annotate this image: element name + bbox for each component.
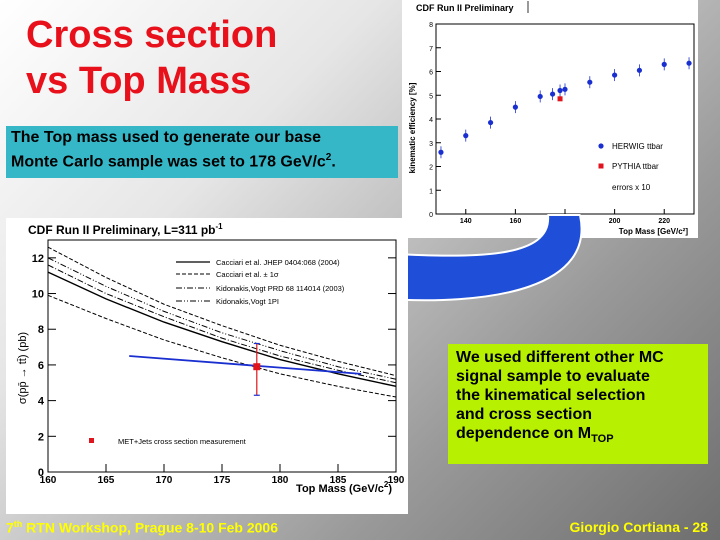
- efficiency-y-tick-label: 8: [429, 22, 433, 29]
- conclusion-box: We used different other MC signal sample…: [448, 344, 708, 464]
- conclusion-line3: the kinematical selection: [456, 387, 646, 404]
- legend-herwig-marker: [598, 143, 604, 149]
- footer-left-text: RTN Workshop, Prague 8-10 Feb 2006: [22, 519, 279, 536]
- efficiency-herwig-point: [612, 72, 618, 78]
- legend-marker-measurement: [89, 438, 94, 443]
- cross-section-curve-3: [47, 264, 397, 384]
- cross-section-y-tick-label: 12: [32, 253, 44, 265]
- slide-title-line2: vs Top Mass: [26, 60, 252, 102]
- cross-section-chart: CDF Run II Preliminary, L=311 pb-1 0 2 4 6 8…: [6, 218, 408, 514]
- cross-section-x-tick-label: 170: [156, 475, 173, 486]
- efficiency-herwig-point: [537, 93, 543, 100]
- cross-section-y-tick-label: 8: [38, 324, 44, 336]
- legend-label-kidonakis-1pi: Kidonakis,Vogt 1PI: [216, 297, 279, 306]
- cross-section-y-tick-label: 10: [32, 289, 44, 301]
- footer-right: Giorgio Cortiana - 28: [569, 519, 708, 535]
- cross-section-x-tick-label: 190: [388, 475, 405, 486]
- cross-section-chart-background: [6, 218, 408, 514]
- efficiency-herwig-point: [587, 79, 593, 85]
- efficiency-y-tick-label: 4: [429, 117, 433, 124]
- efficiency-herwig-point: [549, 91, 556, 97]
- slide-title-line1: Cross section: [26, 14, 278, 56]
- cross-section-y-tick-label: 4: [38, 396, 45, 408]
- cross-section-curve-1: [47, 246, 397, 377]
- legend-label-cacciari: Cacciari et al. JHEP 0404:068 (2004): [216, 258, 340, 267]
- efficiency-y-axis-label: kinematic efficiency [%]: [408, 82, 417, 173]
- efficiency-herwig-point: [487, 119, 494, 126]
- efficiency-x-tick-label: 140: [460, 218, 472, 225]
- efficiency-chart-title: CDF Run II Preliminary: [416, 3, 514, 13]
- cross-section-chart-title: CDF Run II Preliminary, L=311 pb-1: [28, 222, 223, 237]
- legend-label-measurement: MET+Jets cross section measurement: [118, 437, 247, 446]
- efficiency-x-axis-label: Top Mass [GeV/c²]: [619, 227, 689, 236]
- conclusion-line5: dependence on MTOP: [456, 424, 664, 449]
- note-text: The Top mass used to generate our base M…: [11, 128, 336, 172]
- efficiency-y-tick-label: 3: [429, 141, 433, 148]
- note-line1: The Top mass used to generate our base: [11, 129, 321, 146]
- legend-pythia-marker: [598, 163, 604, 169]
- conclusion-line1: We used different other MC: [456, 349, 664, 366]
- cross-section-plot-area: 0 2 4 6 8 10 12 160 165 170 175 180 185 190: [32, 246, 405, 486]
- cross-section-y-tick-label: 0: [38, 467, 44, 479]
- slide-title: Cross section vs Top Mass: [26, 12, 277, 104]
- efficiency-y-tick-label: 6: [429, 70, 433, 77]
- footer-left: 7th RTN Workshop, Prague 8-10 Feb 2006: [6, 519, 278, 536]
- note-line2: Monte Carlo sample was set to 178 GeV/c2…: [11, 148, 336, 172]
- cross-section-y-axis-label: σ(pp̄ → tt̄) (pb): [17, 332, 29, 404]
- efficiency-herwig-point: [562, 86, 568, 92]
- cross-section-x-axis-label: Top Mass (GeV/c2): [296, 480, 392, 495]
- cross-section-x-tick-label: 165: [98, 475, 115, 486]
- footer-left-num: 7: [6, 519, 14, 536]
- note-line2-sup: 2: [325, 152, 332, 163]
- cross-section-x-tick-label: 180: [272, 475, 289, 486]
- efficiency-x-tick-label: 200: [609, 218, 621, 225]
- legend-herwig-label: HERWIG ttbar: [612, 142, 663, 151]
- conclusion-line4: and cross section: [456, 406, 593, 423]
- efficiency-pythia-point: [557, 96, 563, 102]
- cross-section-x-tick-label: 160: [40, 475, 57, 486]
- efficiency-chart: CDF Run II Preliminary 01234567814016018…: [402, 0, 698, 238]
- measurement-point: [253, 363, 261, 371]
- efficiency-herwig-point: [438, 149, 444, 155]
- efficiency-x-tick-label: 160: [510, 218, 522, 225]
- conclusion-line2: signal sample to evaluate: [456, 368, 650, 385]
- cross-section-curve-0: [47, 271, 397, 388]
- legend-errors-label: errors x 10: [612, 183, 651, 192]
- legend-label-kidonakis-prd: Kidonakis,Vogt PRD 68 114014 (2003): [216, 284, 345, 293]
- note-line2-text: Monte Carlo sample was set to 178 GeV/c: [11, 153, 326, 171]
- cross-section-x-tick-label: 185: [330, 475, 347, 486]
- conclusion-text: We used different other MC signal sample…: [456, 348, 664, 449]
- conclusion-line5-text: dependence on M: [456, 425, 592, 442]
- efficiency-herwig-point: [661, 61, 667, 67]
- cross-section-legend: Cacciari et al. JHEP 0404:068 (2004) Cac…: [89, 258, 345, 446]
- efficiency-herwig-point: [557, 87, 563, 94]
- cross-section-y-tick-label: 6: [38, 360, 44, 372]
- efficiency-y-tick-label: 2: [429, 165, 433, 172]
- efficiency-y-tick-label: 1: [429, 188, 433, 195]
- efficiency-y-tick-label: 0: [429, 212, 433, 219]
- cross-section-y-tick-label: 2: [38, 431, 44, 443]
- footer-left-sup: th: [13, 519, 23, 529]
- cross-section-x-tick-label: 175: [214, 475, 231, 486]
- conclusion-line5-sub: TOP: [591, 433, 614, 446]
- efficiency-x-tick-label: 220: [658, 218, 670, 225]
- efficiency-chart-background: [402, 0, 698, 238]
- efficiency-herwig-point: [636, 67, 643, 73]
- efficiency-herwig-point: [463, 133, 469, 139]
- efficiency-herwig-point: [686, 60, 692, 66]
- cross-section-curve-2: [47, 294, 397, 398]
- cross-section-curve-4: [47, 257, 397, 380]
- efficiency-y-tick-label: 5: [429, 93, 433, 100]
- note-box: The Top mass used to generate our base M…: [6, 126, 398, 178]
- legend-label-cacciari-band: Cacciari et al. ± 1σ: [216, 270, 279, 279]
- efficiency-herwig-point: [512, 104, 518, 110]
- cross-section-fit-line: [129, 355, 362, 375]
- legend-pythia-label: PYTHIA ttbar: [612, 162, 659, 171]
- efficiency-y-tick-label: 7: [429, 46, 433, 53]
- note-line2-end: .: [331, 153, 336, 171]
